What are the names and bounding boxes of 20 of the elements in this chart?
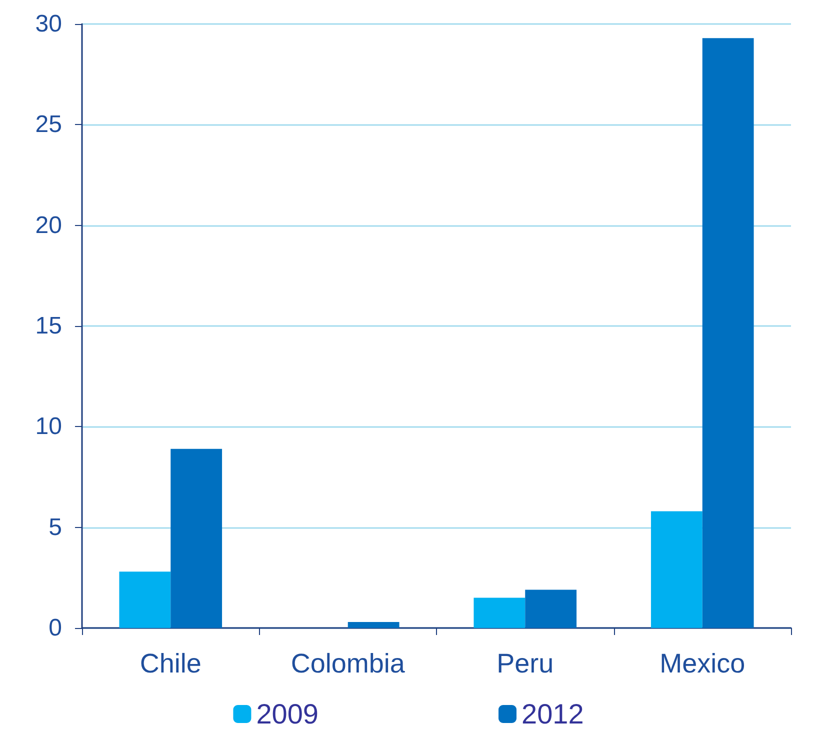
y-tick-label: 20 [35,212,62,239]
y-tick-label: 15 [35,312,62,340]
bar [348,622,400,628]
x-tick-label: Colombia [290,648,406,678]
y-tick-label: 0 [48,614,62,642]
x-tick-label: Mexico [660,648,746,678]
legend-label: 2012 [522,698,584,730]
bar [702,38,754,628]
bar [525,590,577,628]
y-tick-label: 25 [35,111,62,138]
bar [474,598,526,628]
x-tick-label: Chile [140,648,202,678]
y-tick-label: 10 [35,413,62,440]
bar [119,572,171,628]
bar [170,448,222,628]
bar [650,511,702,628]
y-tick-label: 5 [48,514,62,541]
x-tick-label: Peru [496,648,554,678]
y-tick-label: 30 [35,10,62,38]
legend-label: 2009 [256,698,319,730]
